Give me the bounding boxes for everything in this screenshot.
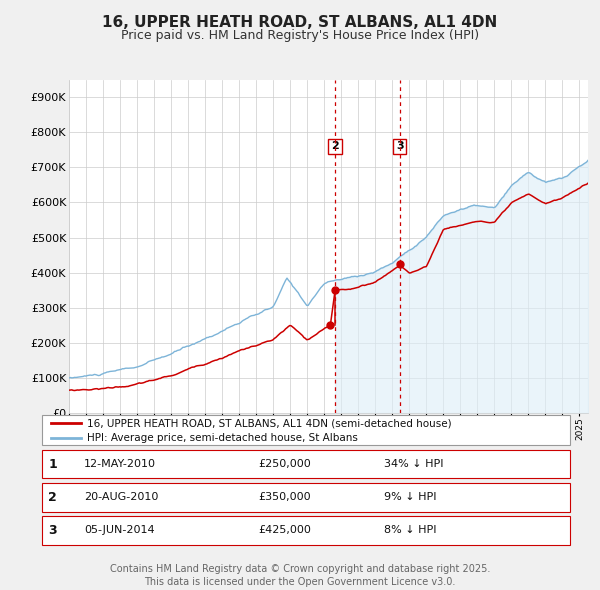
Text: 3: 3	[49, 524, 57, 537]
Text: Price paid vs. HM Land Registry's House Price Index (HPI): Price paid vs. HM Land Registry's House …	[121, 30, 479, 42]
Text: Contains HM Land Registry data © Crown copyright and database right 2025.
This d: Contains HM Land Registry data © Crown c…	[110, 564, 490, 587]
Text: 12-MAY-2010: 12-MAY-2010	[84, 460, 156, 469]
Text: 2: 2	[331, 142, 339, 151]
Text: £350,000: £350,000	[258, 493, 311, 502]
Text: HPI: Average price, semi-detached house, St Albans: HPI: Average price, semi-detached house,…	[87, 433, 358, 442]
Text: 34% ↓ HPI: 34% ↓ HPI	[384, 460, 443, 469]
Text: £425,000: £425,000	[258, 526, 311, 535]
Text: 16, UPPER HEATH ROAD, ST ALBANS, AL1 4DN: 16, UPPER HEATH ROAD, ST ALBANS, AL1 4DN	[103, 15, 497, 30]
Text: 8% ↓ HPI: 8% ↓ HPI	[384, 526, 436, 535]
Text: 16, UPPER HEATH ROAD, ST ALBANS, AL1 4DN (semi-detached house): 16, UPPER HEATH ROAD, ST ALBANS, AL1 4DN…	[87, 418, 452, 428]
Text: £250,000: £250,000	[258, 460, 311, 469]
Text: 05-JUN-2014: 05-JUN-2014	[84, 526, 155, 535]
Text: 2: 2	[49, 491, 57, 504]
Text: 20-AUG-2010: 20-AUG-2010	[84, 493, 158, 502]
Text: 1: 1	[49, 458, 57, 471]
Text: 3: 3	[396, 142, 403, 151]
Text: 9% ↓ HPI: 9% ↓ HPI	[384, 493, 436, 502]
